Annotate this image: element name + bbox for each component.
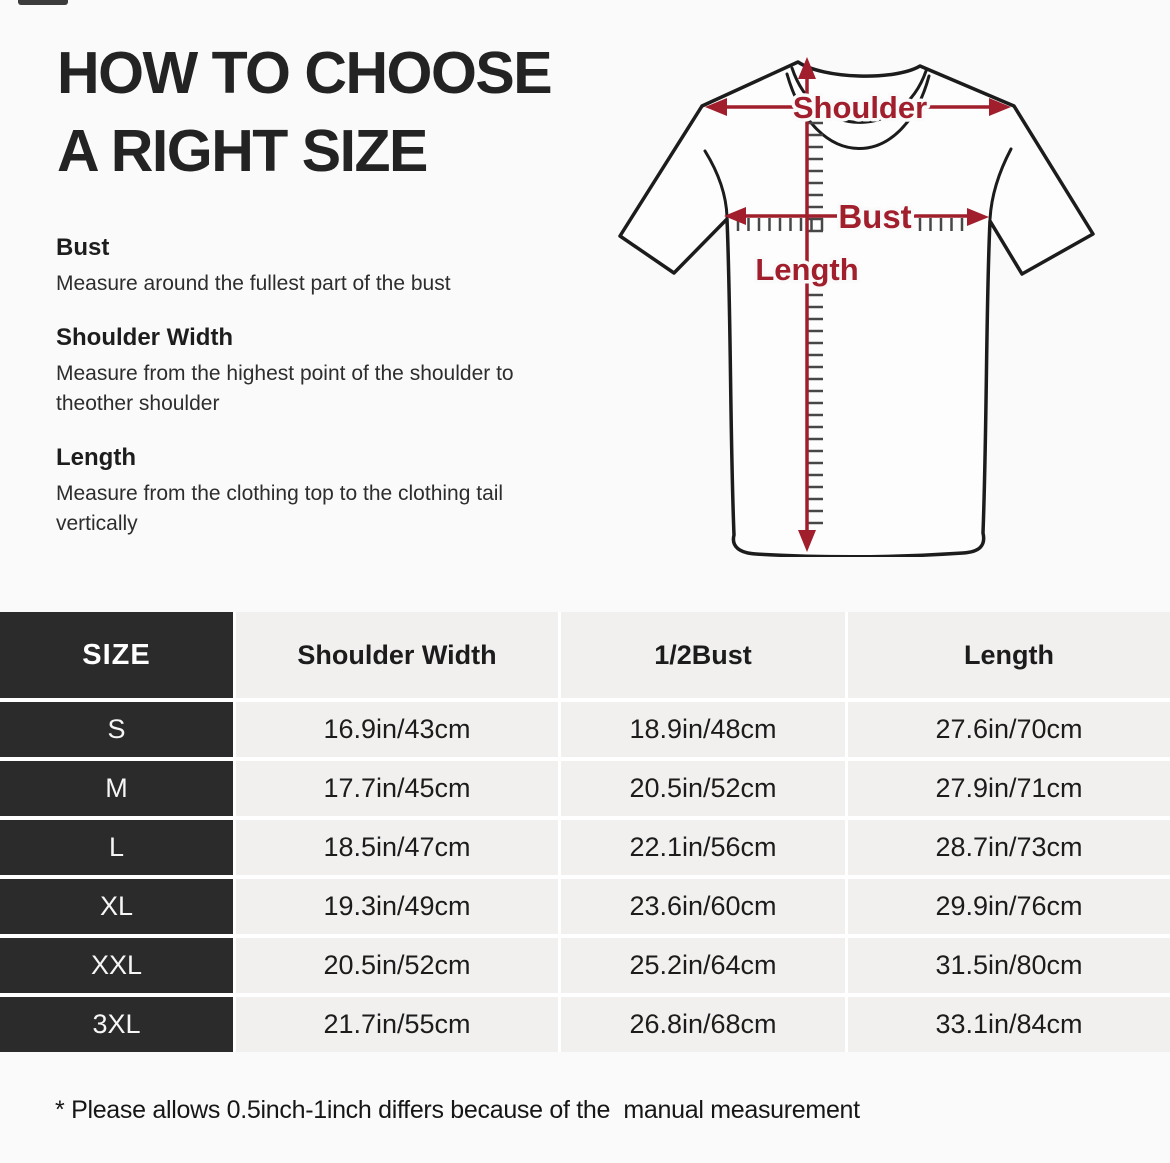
size-cell: 3XL — [0, 997, 233, 1052]
shoulder-cell: 18.5in/47cm — [236, 820, 558, 875]
size-cell: XL — [0, 879, 233, 934]
size-cell: XXL — [0, 938, 233, 993]
page-title: HOW TO CHOOSE A RIGHT SIZE — [57, 34, 553, 191]
length-cell: 29.9in/76cm — [848, 879, 1170, 934]
shoulder-cell: 17.7in/45cm — [236, 761, 558, 816]
size-cell: S — [0, 702, 233, 757]
length-cell: 27.6in/70cm — [848, 702, 1170, 757]
half-bust-cell: 22.1in/56cm — [561, 820, 845, 875]
instruction-length-text: Measure from the clothing top to the clo… — [56, 482, 504, 536]
length-cell: 28.7in/73cm — [848, 820, 1170, 875]
shoulder-arrow-right-head — [989, 98, 1011, 116]
measurement-disclaimer: * Please allows 0.5inch-1inch differs be… — [55, 1096, 860, 1124]
right-armhole-seam — [988, 147, 1013, 221]
size-table-header-half-bust: 1/2Bust — [561, 612, 845, 698]
bust-arrow-right-head — [967, 208, 989, 226]
length-cell: 31.5in/80cm — [848, 938, 1170, 993]
measure-instructions: Bust Measure around the fullest part of … — [56, 234, 531, 564]
size-table-header-size: SIZE — [0, 612, 233, 698]
half-bust-cell: 25.2in/64cm — [561, 938, 845, 993]
shoulder-cell: 20.5in/52cm — [236, 938, 558, 993]
shoulder-arrow-left-head — [705, 98, 727, 116]
page-title-line2: A RIGHT SIZE — [57, 118, 428, 185]
shoulder-cell: 16.9in/43cm — [236, 702, 558, 757]
instruction-bust-text: Measure around the fullest part of the b… — [56, 272, 451, 295]
scan-artifact-mark — [18, 0, 68, 5]
ruler-ticks — [736, 121, 964, 525]
half-bust-cell: 23.6in/60cm — [561, 879, 845, 934]
length-cell: 33.1in/84cm — [848, 997, 1170, 1052]
length-arrow-top-head — [798, 57, 816, 79]
bust-label: Bust — [838, 198, 911, 235]
instruction-bust: Bust Measure around the fullest part of … — [56, 234, 531, 299]
shoulder-cell: 19.3in/49cm — [236, 879, 558, 934]
bust-arrow-left-head — [724, 207, 746, 225]
size-table-header-shoulder: Shoulder Width — [236, 612, 558, 698]
tshirt-outline — [618, 60, 1095, 557]
instruction-length: Length Measure from the clothing top to … — [56, 444, 531, 539]
size-table-header-length: Length — [848, 612, 1170, 698]
half-bust-cell: 18.9in/48cm — [561, 702, 845, 757]
instruction-shoulder-heading: Shoulder Width — [56, 324, 234, 352]
instruction-shoulder: Shoulder Width Measure from the highest … — [56, 324, 531, 419]
measurement-arrowheads — [705, 57, 1011, 552]
left-armhole-seam — [703, 149, 729, 219]
tshirt-measurement-diagram: Shoulder Bust Length — [618, 57, 1095, 557]
size-table: SIZE Shoulder Width 1/2Bust Length S 16.… — [0, 612, 1170, 1052]
instruction-shoulder-text: Measure from the highest point of the sh… — [56, 362, 514, 416]
length-label: Length — [755, 252, 858, 287]
size-cell: L — [0, 820, 233, 875]
shoulder-label: Shoulder — [793, 90, 927, 125]
half-bust-cell: 20.5in/52cm — [561, 761, 845, 816]
instruction-bust-heading: Bust — [56, 234, 110, 261]
measurement-labels: Shoulder Bust Length — [752, 87, 931, 291]
collar-outer-curve — [790, 66, 928, 124]
shoulder-cell: 21.7in/55cm — [236, 997, 558, 1052]
length-cell: 27.9in/71cm — [848, 761, 1170, 816]
instruction-length-heading: Length — [56, 444, 136, 472]
page-title-line1: HOW TO CHOOSE — [57, 40, 553, 106]
length-arrow-bottom-head — [798, 530, 816, 552]
size-cell: M — [0, 761, 233, 816]
half-bust-cell: 26.8in/68cm — [561, 997, 845, 1052]
